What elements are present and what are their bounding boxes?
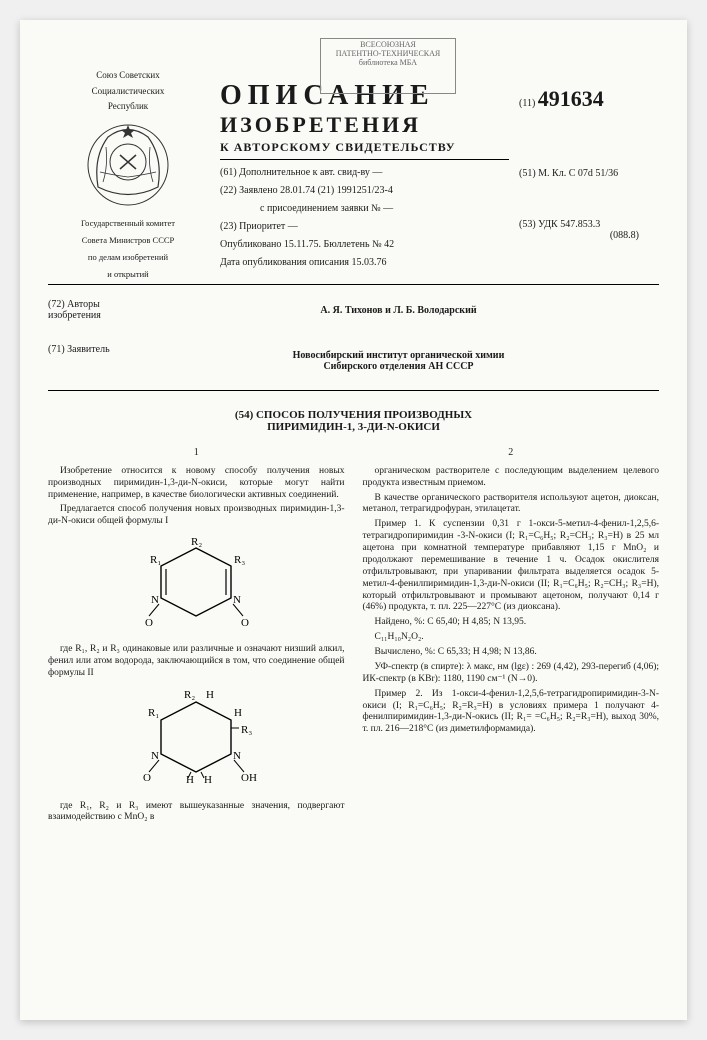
authors-block: (72) Авторы изобретения А. Я. Тихонов и …: [48, 299, 659, 330]
atom-N: N: [233, 594, 241, 606]
label-R2: R₂: [184, 689, 195, 701]
label-R1: R₁: [150, 554, 161, 566]
issuer-line: Союз Советских: [48, 70, 208, 82]
ipc-code: (51) М. Кл. C 07d 51/36: [519, 168, 659, 179]
body-columns: 1 Изобретение относится к новому способу…: [48, 447, 659, 827]
para: В качестве органического растворителя ис…: [363, 493, 660, 517]
meta-22b: с присоединением заявки № —: [220, 203, 509, 214]
para: где R₁, R₂ и R₃ одинаковые или различные…: [48, 644, 345, 680]
label-H: H: [204, 774, 212, 786]
title-column: ОПИСАНИЕ ИЗОБРЕТЕНИЯ К АВТОРСКОМУ СВИДЕТ…: [216, 70, 509, 280]
divider: [220, 159, 509, 160]
meta-23: (23) Приоритет —: [220, 221, 509, 232]
applicant: Новосибирский институт органической хими…: [138, 350, 659, 372]
para: Пример 1. К суспензии 0,31 г 1-окси-5-ме…: [363, 519, 660, 614]
meta-22: (22) Заявлено 28.01.74 (21) 1991251/23-4: [220, 185, 509, 196]
para: Изобретение относится к новому способу п…: [48, 466, 345, 502]
title-sub: ИЗОБРЕТЕНИЯ: [220, 112, 509, 138]
para: Найдено, %: C 65,40; H 4,85; N 13,95.: [363, 617, 660, 629]
sec54-num: (54): [235, 409, 253, 421]
author-names: А. Я. Тихонов и Л. Б. Володарский: [138, 305, 659, 316]
issuer-column: Союз Советских Социалистических Республи…: [48, 70, 216, 280]
applicant-line: Новосибирский институт органической хими…: [138, 350, 659, 361]
sec54-t1: СПОСОБ ПОЛУЧЕНИЯ ПРОИЗВОДНЫХ: [256, 409, 472, 421]
divider: [48, 284, 659, 285]
para: УФ-спектр (в спирте): λ макс, нм (lgε) :…: [363, 662, 660, 686]
atom-O: O: [241, 617, 249, 629]
formula-2: N N O OH R₁ R₂ H H R₃ H H: [48, 688, 345, 793]
applicant-block: (71) Заявитель Новосибирский институт ор…: [48, 344, 659, 386]
meta-pub: Опубликовано 15.11.75. Бюллетень № 42: [220, 239, 509, 250]
label-72b: изобретения: [48, 310, 138, 321]
header-block: Союз Советских Социалистических Республи…: [48, 70, 659, 280]
committee-line: Совета Министров СССР: [48, 235, 208, 246]
para: где R₁, R₂ и R₃ имеют вышеуказанные знач…: [48, 801, 345, 825]
formula-1: N N O O R₁ R₂ R₃: [48, 536, 345, 636]
atom-N: N: [151, 594, 159, 606]
col-num: 2: [363, 447, 660, 460]
section-54-title: (54) СПОСОБ ПОЛУЧЕНИЯ ПРОИЗВОДНЫХ ПИРИМИ…: [48, 409, 659, 433]
label-R3: R₃: [234, 554, 245, 566]
ussr-emblem-icon: [78, 117, 178, 212]
meta-date: Дата опубликования описания 15.03.76: [220, 257, 509, 268]
sec54-t2: ПИРИМИДИН-1, 3-ДИ-N-ОКИСИ: [267, 421, 440, 433]
label-H: H: [234, 707, 242, 719]
para: органическом растворителе с последующим …: [363, 466, 660, 490]
committee-line: и открытий: [48, 269, 208, 280]
stamp-line: библиотека МБА: [323, 59, 453, 68]
para: C₁₁H₁₀N₂O₂.: [363, 632, 660, 644]
pub-prefix: (11): [519, 98, 535, 109]
para: Предлагается способ получения новых прои…: [48, 504, 345, 528]
label-R1: R₁: [148, 707, 159, 719]
para: Пример 2. Из 1-окси-4-фенил-1,2,5,6-тетр…: [363, 689, 660, 737]
divider: [48, 390, 659, 391]
publication-number: 491634: [538, 86, 604, 111]
label-H: H: [206, 689, 214, 701]
col-num: 1: [48, 447, 345, 460]
udc-code-b: (088.8): [519, 230, 659, 241]
column-1: 1 Изобретение относится к новому способу…: [48, 447, 345, 827]
issuer-line: Социалистических: [48, 86, 208, 98]
udc-code: (53) УДК 547.853.3: [519, 219, 659, 230]
patent-page: ВСЕСОЮЗНАЯ ПАТЕНТНО-ТЕХНИЧЕСКАЯ библиоте…: [20, 20, 687, 1020]
issuer-line: Республик: [48, 101, 208, 113]
atom-O: O: [143, 772, 151, 784]
library-stamp: ВСЕСОЮЗНАЯ ПАТЕНТНО-ТЕХНИЧЕСКАЯ библиоте…: [320, 38, 456, 94]
column-2: 2 органическом растворителе с последующи…: [363, 447, 660, 827]
codes-column: (11) 491634 (51) М. Кл. C 07d 51/36 (53)…: [509, 70, 659, 280]
label-71: (71) Заявитель: [48, 344, 138, 386]
label-R3: R₃: [241, 724, 252, 736]
label-H: H: [186, 774, 194, 786]
committee-line: по делам изобретений: [48, 252, 208, 263]
atom-O: O: [145, 617, 153, 629]
applicant-line: Сибирского отделения АН СССР: [138, 361, 659, 372]
atom-N: N: [151, 750, 159, 762]
label-72: (72) Авторы: [48, 299, 138, 310]
label-OH: OH: [241, 772, 257, 784]
title-cert: К АВТОРСКОМУ СВИДЕТЕЛЬСТВУ: [220, 140, 509, 155]
para: Вычислено, %: C 65,33; H 4,98; N 13,86.: [363, 647, 660, 659]
label-R2: R₂: [191, 536, 202, 548]
meta-61: (61) Дополнительное к авт. свид-ву —: [220, 167, 509, 178]
committee-line: Государственный комитет: [48, 218, 208, 229]
